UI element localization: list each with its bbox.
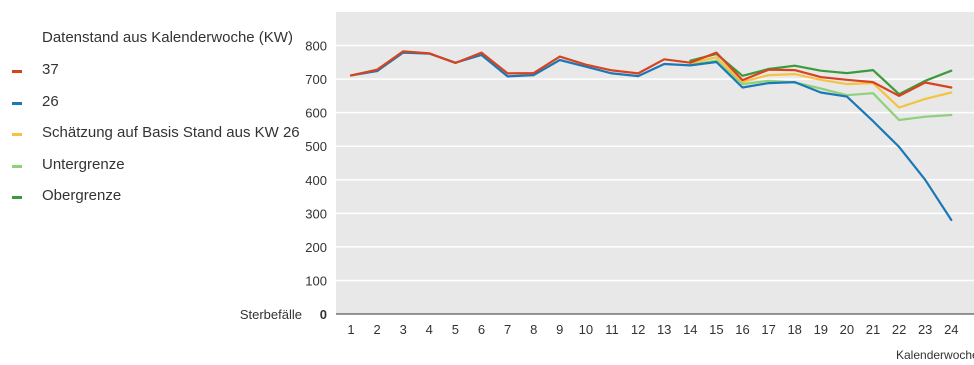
series-line-untergrenze <box>689 59 953 122</box>
legend-swatch <box>12 101 22 105</box>
legend-swatch <box>12 70 22 73</box>
x-axis-label: Kalenderwoche <box>896 348 974 362</box>
plot-background <box>336 12 974 314</box>
y-tick-label: 500 <box>305 139 327 154</box>
x-tick-label: 23 <box>918 322 932 337</box>
x-tick-label: 5 <box>452 322 459 337</box>
x-tick-label: 20 <box>840 322 854 337</box>
y-tick-label: 100 <box>305 273 327 288</box>
x-tick-label: 21 <box>866 322 880 337</box>
legend-item: 37 <box>0 60 300 80</box>
legend-title: Datenstand aus Kalenderwoche (KW) <box>42 29 293 46</box>
x-tick-label: 17 <box>761 322 775 337</box>
y-tick-label: 800 <box>305 39 327 54</box>
x-tick-label: 3 <box>400 322 407 337</box>
series-line-sch-tzung-auf-basis-stand-aus-kw-26 <box>689 56 953 109</box>
legend-item: 26 <box>0 92 300 112</box>
y-tick-label: 700 <box>305 72 327 87</box>
x-tick-label: 19 <box>814 322 828 337</box>
x-tick-label: 2 <box>373 322 380 337</box>
x-tick-label: 16 <box>735 322 749 337</box>
legend-item: Schätzung auf Basis Stand aus KW 26 <box>0 123 300 143</box>
legend-swatch <box>12 164 22 168</box>
legend-swatch <box>12 196 22 199</box>
y-tick-label: 300 <box>305 206 327 221</box>
y-tick-label: 600 <box>305 106 327 121</box>
x-tick-label: 11 <box>605 322 619 337</box>
x-tick-label: 10 <box>579 322 593 337</box>
x-tick-label: 4 <box>426 322 433 337</box>
y-tick-label: 400 <box>305 173 327 188</box>
legend-label: Schätzung auf Basis Stand aus KW 26 <box>42 124 300 141</box>
x-tick-label: 24 <box>944 322 958 337</box>
x-tick-label: 18 <box>787 322 801 337</box>
x-tick-label: 12 <box>631 322 645 337</box>
x-tick-label: 15 <box>709 322 723 337</box>
x-tick-label: 13 <box>657 322 671 337</box>
chart-legend: Datenstand aus Kalenderwoche (KW) 37 26 Sc… <box>0 0 300 220</box>
x-tick-label: 22 <box>892 322 906 337</box>
legend-label: Untergrenze <box>42 155 125 173</box>
series-line-obergrenze <box>689 52 953 96</box>
legend-item: Untergrenze <box>0 155 300 175</box>
y-tick-label: 200 <box>305 240 327 255</box>
x-tick-label: 6 <box>478 322 485 337</box>
x-tick-label: 8 <box>530 322 537 337</box>
y-tick-label: 0 <box>320 307 327 322</box>
y-axis-label: Sterbefälle <box>240 307 302 322</box>
legend-label: Obergrenze <box>42 187 122 204</box>
x-tick-label: 14 <box>683 322 697 337</box>
x-tick-label: 9 <box>556 322 563 337</box>
x-tick-label: 1 <box>347 322 354 337</box>
series-line-37 <box>349 50 953 97</box>
legend-label: 37 <box>42 61 59 78</box>
legend-label: 26 <box>42 92 59 110</box>
legend-swatch <box>12 133 22 136</box>
legend-item: Obergrenze <box>0 186 300 206</box>
x-tick-label: 7 <box>504 322 511 337</box>
